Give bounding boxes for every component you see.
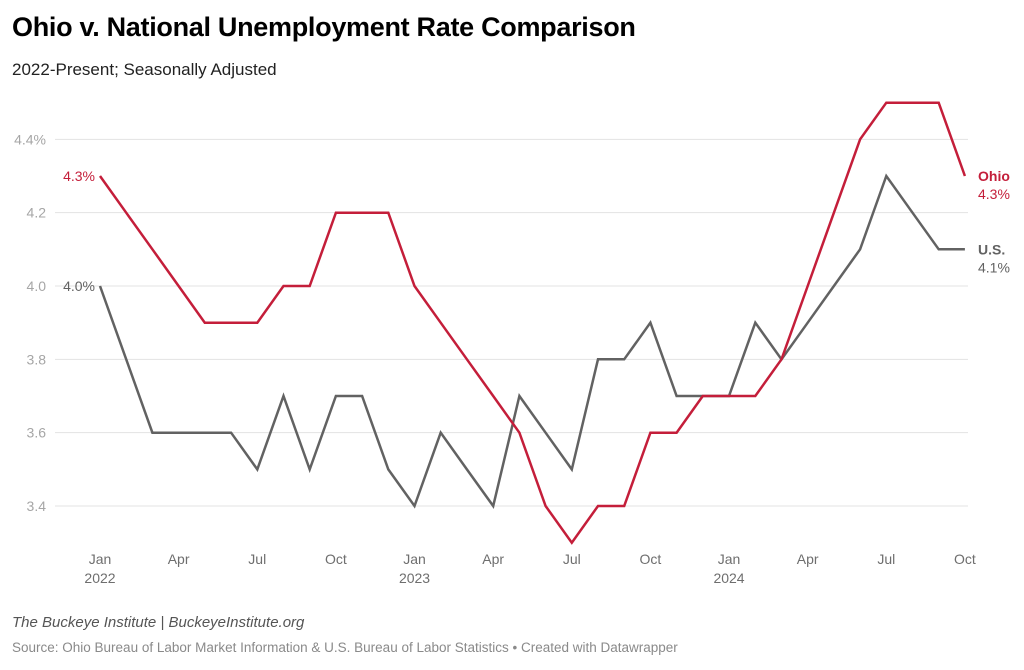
end-value-label: 4.3% [978, 186, 1010, 202]
series-line-us [98, 173, 965, 509]
x-tick-label: Jul [877, 551, 895, 567]
y-tick-label: 4.2 [27, 205, 47, 221]
x-tick-label: Oct [954, 551, 976, 567]
footer-source: Source: Ohio Bureau of Labor Market Info… [12, 640, 678, 655]
y-tick-label: 4.4% [14, 131, 46, 147]
x-tick-label: Jul [563, 551, 581, 567]
y-tick-label: 3.8 [27, 351, 47, 367]
x-tick-label: Oct [640, 551, 662, 567]
x-tick-label: Oct [325, 551, 347, 567]
footer-credit: The Buckeye Institute | BuckeyeInstitute… [12, 614, 305, 631]
y-tick-label: 3.4 [27, 498, 47, 514]
x-tick-label: Apr [482, 551, 504, 567]
y-tick-label: 4.0 [27, 278, 47, 294]
x-tick-year-label: 2023 [399, 570, 430, 586]
end-value-label: 4.1% [978, 259, 1010, 275]
y-tick-label: 3.6 [27, 425, 47, 441]
series-name-label: Ohio [978, 168, 1010, 184]
series-line-ohio [98, 101, 967, 545]
x-tick-year-label: 2024 [713, 570, 744, 586]
chart-subtitle: 2022-Present; Seasonally Adjusted [12, 60, 277, 79]
x-tick-label: Jan [89, 551, 112, 567]
start-value-label: 4.0% [63, 278, 95, 294]
x-tick-year-label: 2022 [84, 570, 115, 586]
x-tick-label: Apr [797, 551, 819, 567]
x-tick-label: Jan [718, 551, 741, 567]
series-name-label: U.S. [978, 241, 1005, 257]
line-chart: 4.4% 4.2 4.0 3.8 3.6 3.4 Jan 2022 Apr Jul Oct Jan 2… [14, 101, 1010, 586]
x-tick-label: Apr [168, 551, 190, 567]
x-tick-label: Jul [248, 551, 266, 567]
chart-title: Ohio v. National Unemployment Rate Compa… [12, 12, 636, 42]
x-tick-label: Jan [403, 551, 426, 567]
start-value-label: 4.3% [63, 168, 95, 184]
